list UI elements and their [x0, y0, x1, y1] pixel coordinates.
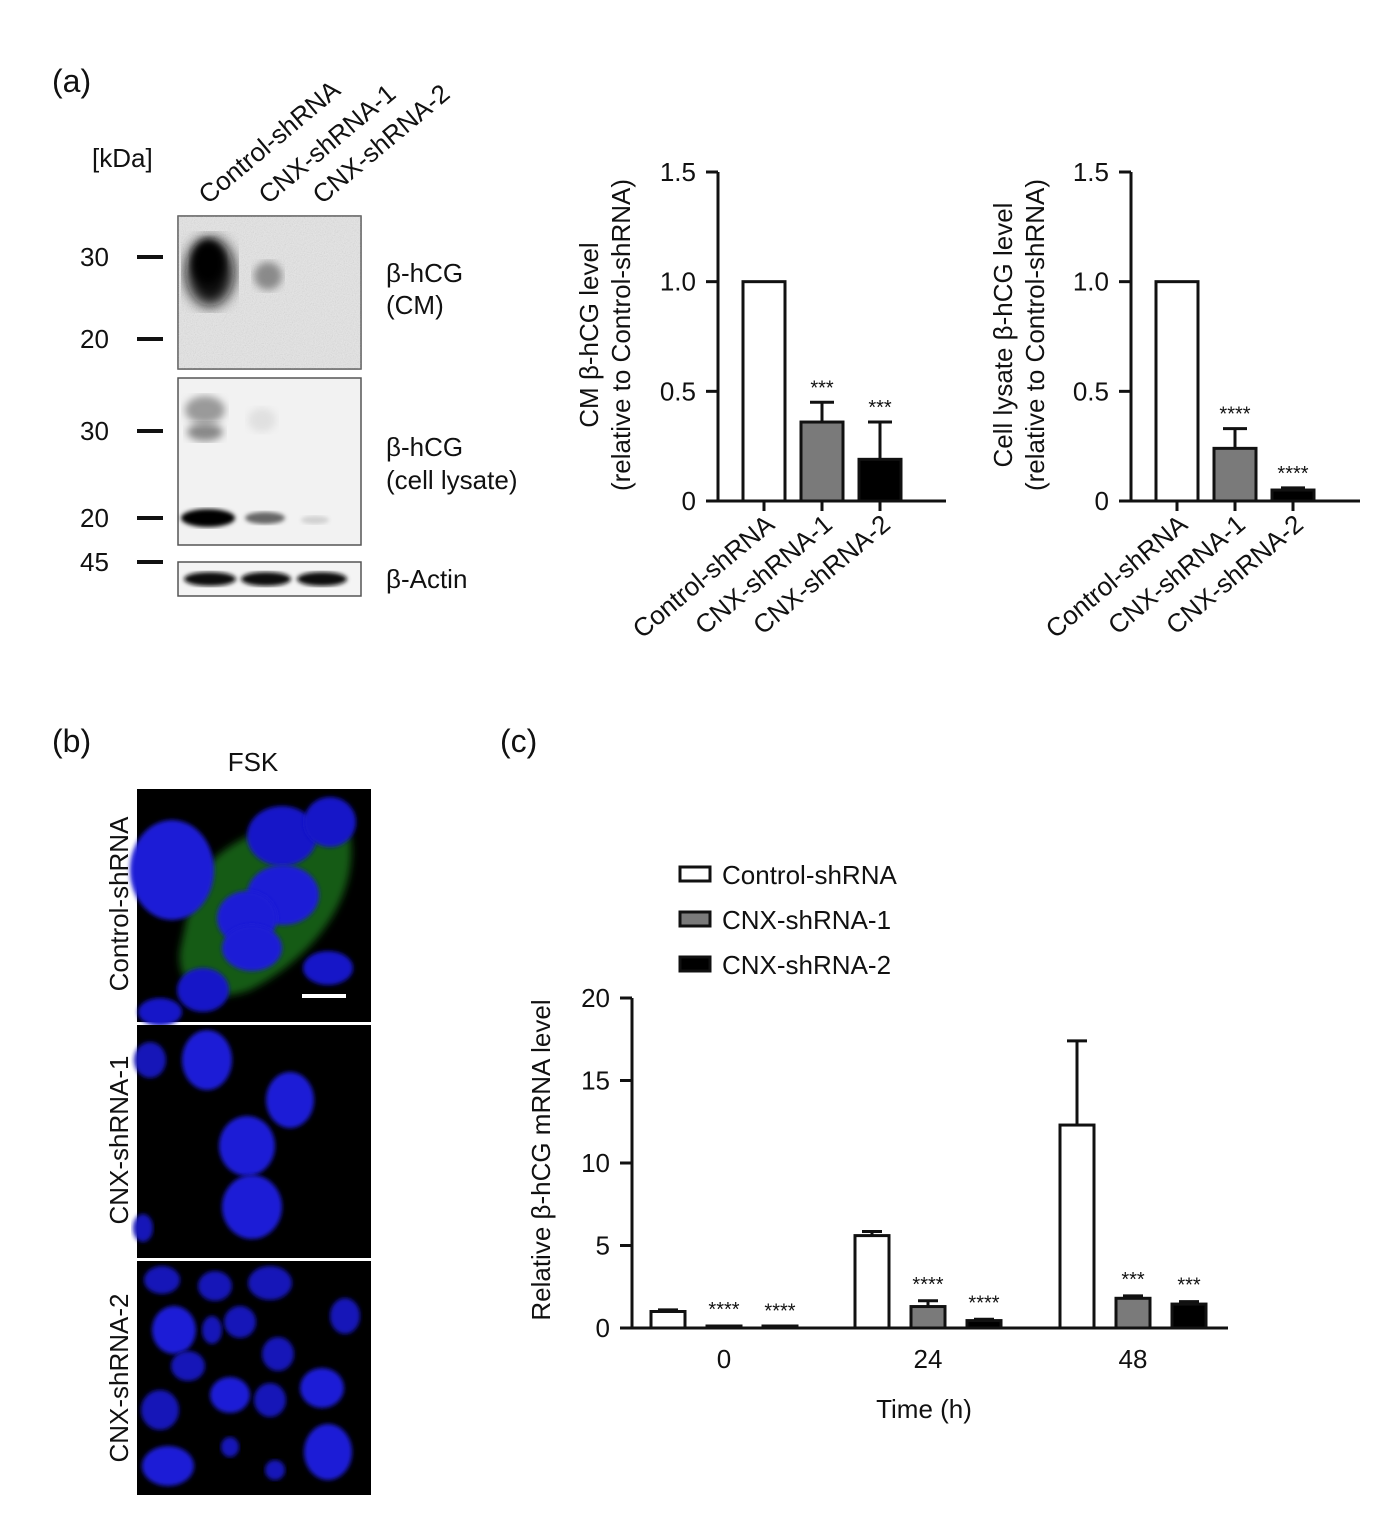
- significance-label: ****: [912, 1274, 943, 1296]
- significance-label: ****: [968, 1292, 999, 1314]
- blot-actin: [177, 561, 362, 597]
- panel-label-c: (c): [500, 723, 537, 759]
- significance-label: ****: [708, 1299, 739, 1321]
- chart-cm-level: CM β-hCG level (relative to Control-shRN…: [574, 157, 946, 644]
- significance-label: ****: [764, 1300, 795, 1322]
- band-label-cm-1: β-hCG: [386, 258, 463, 288]
- blot-cm: [177, 215, 362, 370]
- marker-20-lysate: 20: [80, 503, 109, 533]
- bar: [1154, 280, 1200, 503]
- western-blot: [kDa] Control-shRNA CNX-shRNA-1 CNX-shRN…: [80, 74, 517, 597]
- legend-label: CNX-shRNA-2: [722, 950, 891, 980]
- bar: [1058, 1123, 1096, 1330]
- micrograph-row-label-cnx2: CNX-shRNA-2: [104, 1293, 134, 1462]
- significance-label: ****: [1277, 463, 1308, 485]
- blot-lysate: [177, 377, 362, 546]
- panel-label-b: (b): [52, 723, 91, 759]
- legend-swatch: [678, 955, 712, 973]
- chart-lysate-ylabel-2: (relative to Control-shRNA): [1020, 179, 1050, 491]
- chart-mrna-ylabel: Relative β-hCG mRNA level: [526, 999, 556, 1320]
- band-label-actin: β-Actin: [386, 564, 467, 594]
- panel-label-a: (a): [52, 63, 91, 99]
- y-tick-label: 0: [596, 1313, 610, 1343]
- bar: [1114, 1296, 1152, 1330]
- chart-mrna-timecourse: Relative β-hCG mRNA level Time (h) Contr…: [526, 860, 1228, 1424]
- y-tick-label: 15: [581, 1066, 610, 1096]
- bar: [1170, 1302, 1208, 1330]
- bar: [761, 1324, 799, 1330]
- y-tick-label: 5: [596, 1231, 610, 1261]
- microscopy-header: FSK: [228, 747, 279, 777]
- chart-mrna-legend: Control-shRNA CNX-shRNA-1 CNX-shRNA-2: [678, 860, 897, 980]
- marker-20-cm: 20: [80, 324, 109, 354]
- bar: [649, 1310, 687, 1330]
- y-tick-label: 1.5: [1073, 157, 1109, 187]
- legend-swatch: [678, 910, 712, 928]
- x-tick-label: 0: [717, 1344, 731, 1374]
- bar: [857, 457, 903, 503]
- bar: [853, 1234, 891, 1330]
- y-tick-label: 0.5: [1073, 376, 1109, 406]
- significance-label: ***: [868, 397, 892, 419]
- y-tick-label: 0.5: [660, 376, 696, 406]
- micrograph-cnx2: [137, 1261, 371, 1495]
- chart-cm-ylabel-1: CM β-hCG level: [574, 242, 604, 427]
- significance-label: ***: [810, 377, 834, 399]
- y-tick-label: 10: [581, 1148, 610, 1178]
- band-label-cm-2: (CM): [386, 290, 444, 320]
- significance-label: ****: [1219, 404, 1250, 426]
- micrograph-row-label-control: Control-shRNA: [104, 816, 134, 991]
- y-tick-label: 1.5: [660, 157, 696, 187]
- micrograph-row-label-cnx1: CNX-shRNA-1: [104, 1055, 134, 1224]
- bar: [909, 1305, 947, 1330]
- bar: [705, 1324, 743, 1330]
- y-tick-label: 20: [581, 983, 610, 1013]
- legend-label: CNX-shRNA-1: [722, 905, 891, 935]
- chart-lysate-level: Cell lysate β-hCG level (relative to Con…: [988, 157, 1360, 644]
- marker-45-actin: 45: [80, 547, 109, 577]
- band-label-lysate-1: β-hCG: [386, 432, 463, 462]
- significance-label: ***: [1121, 1269, 1145, 1291]
- chart-mrna-xlabel: Time (h): [876, 1394, 972, 1424]
- chart-cm-ylabel-2: (relative to Control-shRNA): [606, 179, 636, 491]
- x-tick-label: 24: [914, 1344, 943, 1374]
- legend-label: Control-shRNA: [722, 860, 897, 890]
- significance-label: ***: [1177, 1275, 1201, 1297]
- bar: [1212, 446, 1258, 503]
- y-tick-label: 0: [1095, 486, 1109, 516]
- bar: [799, 420, 845, 503]
- legend-swatch: [678, 865, 712, 883]
- kda-markers: 30 20 30 20 45: [80, 242, 163, 577]
- chart-lysate-ylabel-1: Cell lysate β-hCG level: [988, 203, 1018, 468]
- y-tick-label: 0: [682, 486, 696, 516]
- y-tick-label: 1.0: [660, 267, 696, 297]
- bar: [965, 1319, 1003, 1330]
- kda-label: [kDa]: [92, 143, 153, 173]
- band-label-lysate-2: (cell lysate): [386, 465, 517, 495]
- bar: [741, 280, 787, 503]
- microscopy-panel: FSK Control-shRNA CNX-shRNA: [104, 747, 371, 1495]
- micrograph-control: [130, 789, 371, 1026]
- marker-30-lysate: 30: [80, 416, 109, 446]
- bar: [1270, 488, 1316, 503]
- x-tick-label: 48: [1119, 1344, 1148, 1374]
- y-tick-label: 1.0: [1073, 267, 1109, 297]
- micrograph-cnx1: [133, 1025, 371, 1258]
- marker-30-cm: 30: [80, 242, 109, 272]
